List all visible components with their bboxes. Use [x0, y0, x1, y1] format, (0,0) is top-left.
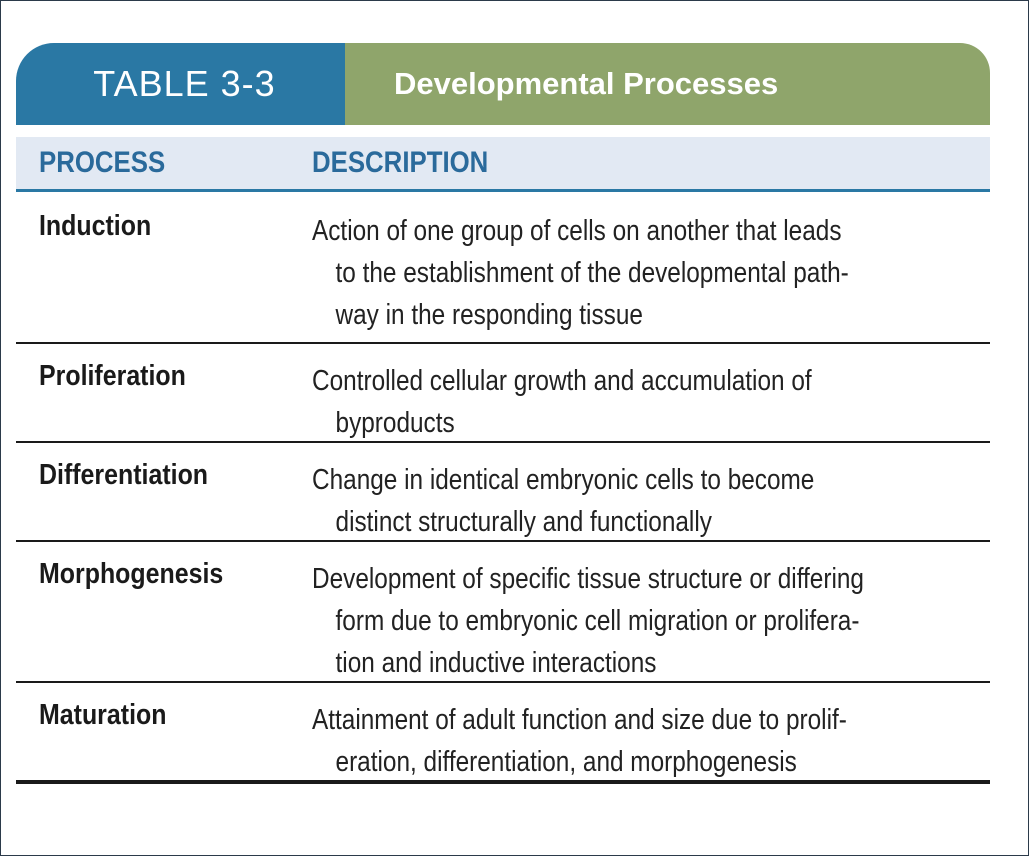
description-line: Controlled cellular growth and accumulat…	[312, 365, 812, 397]
description-line: way in the responding tissue	[335, 299, 643, 331]
column-header-description: DESCRIPTION	[312, 146, 489, 179]
table-title-block: Developmental Processes	[345, 43, 990, 125]
column-header-row: PROCESS DESCRIPTION	[16, 137, 990, 192]
table-row: Differentiation Change in identical embr…	[16, 443, 990, 542]
description-line: Attainment of adult function and size du…	[312, 704, 847, 736]
process-name: Morphogenesis	[39, 558, 224, 590]
description-line: to the establishment of the developmenta…	[335, 257, 849, 289]
description-line: eration, differentiation, and morphogene…	[335, 746, 797, 778]
table-row: Induction Action of one group of cells o…	[16, 192, 990, 344]
column-header-process: PROCESS	[39, 146, 166, 179]
table-3-3: TABLE 3-3 Developmental Processes PROCES…	[16, 43, 990, 784]
process-description: Controlled cellular growth and accumulat…	[312, 360, 976, 444]
table-title: Developmental Processes	[394, 66, 779, 101]
process-name: Differentiation	[39, 459, 209, 491]
table-number: TABLE 3-3	[93, 63, 276, 104]
description-line: form due to embryonic cell migration or …	[335, 605, 860, 637]
table-number-block: TABLE 3-3	[16, 43, 345, 125]
table-row: Morphogenesis Development of specific ti…	[16, 542, 990, 683]
table-row: Proliferation Controlled cellular growth…	[16, 344, 990, 443]
description-line: Change in identical embryonic cells to b…	[312, 464, 815, 496]
description-line: Action of one group of cells on another …	[312, 215, 842, 247]
table-banner: TABLE 3-3 Developmental Processes	[16, 43, 990, 125]
process-description: Attainment of adult function and size du…	[312, 699, 976, 783]
process-name: Proliferation	[39, 360, 186, 392]
process-name: Maturation	[39, 699, 167, 731]
table-row: Maturation Attainment of adult function …	[16, 683, 990, 784]
description-line: tion and inductive interactions	[335, 647, 657, 679]
table-body: Induction Action of one group of cells o…	[16, 192, 990, 784]
process-description: Change in identical embryonic cells to b…	[312, 459, 976, 543]
description-line: distinct structurally and functionally	[335, 506, 712, 538]
process-name: Induction	[39, 210, 152, 242]
process-description: Action of one group of cells on another …	[312, 210, 976, 336]
description-line: Development of specific tissue structure…	[312, 563, 864, 595]
description-line: byproducts	[335, 407, 455, 439]
process-description: Development of specific tissue structure…	[312, 558, 976, 684]
